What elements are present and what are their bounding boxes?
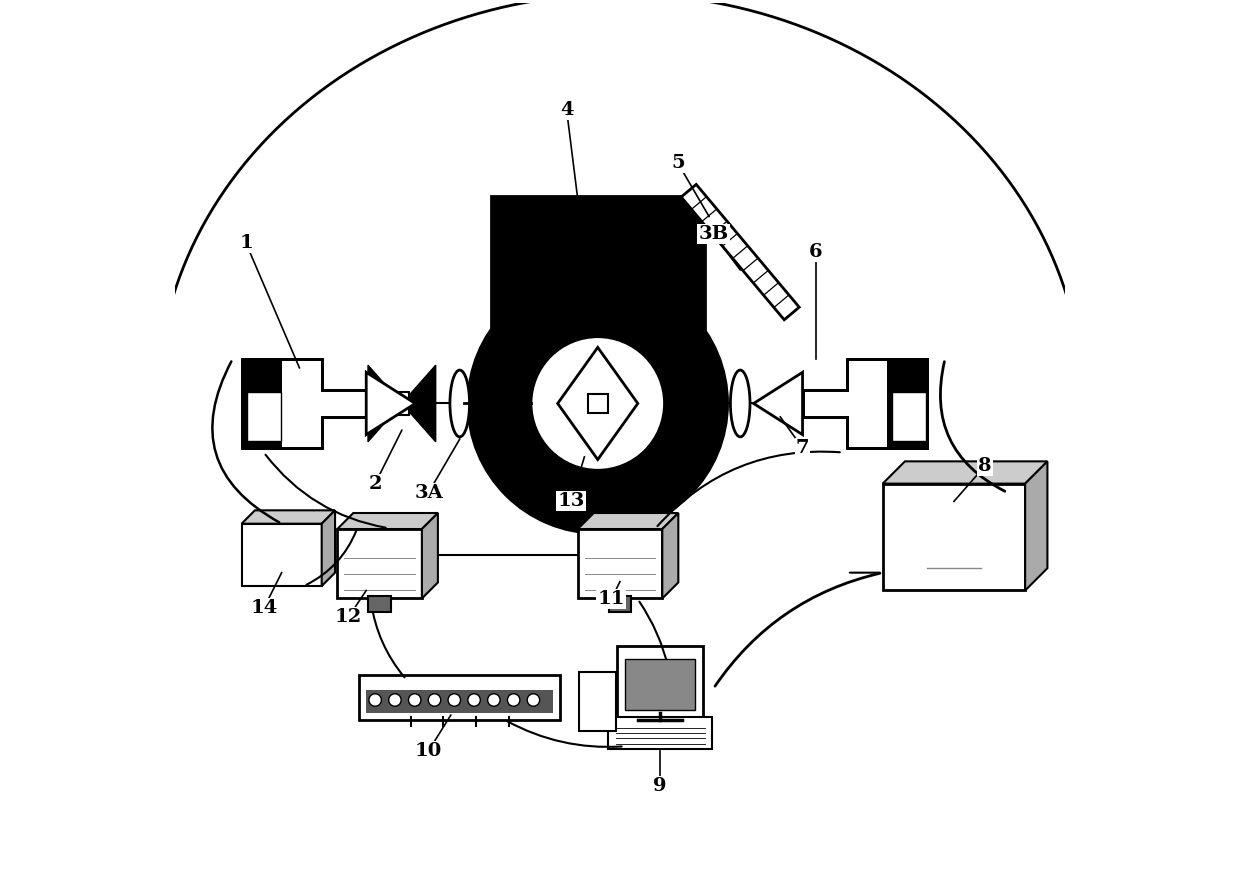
Polygon shape xyxy=(802,359,928,448)
Polygon shape xyxy=(368,366,402,442)
Polygon shape xyxy=(321,511,335,586)
Polygon shape xyxy=(242,359,281,448)
Circle shape xyxy=(408,694,420,706)
FancyBboxPatch shape xyxy=(609,596,631,612)
Polygon shape xyxy=(337,513,438,529)
Ellipse shape xyxy=(730,370,750,437)
Polygon shape xyxy=(883,461,1048,484)
Text: 8: 8 xyxy=(978,457,992,475)
Text: 11: 11 xyxy=(598,590,625,608)
Circle shape xyxy=(469,274,727,532)
FancyBboxPatch shape xyxy=(579,672,615,731)
Text: 5: 5 xyxy=(671,154,684,172)
Text: 12: 12 xyxy=(335,608,362,626)
FancyBboxPatch shape xyxy=(578,529,662,599)
FancyBboxPatch shape xyxy=(394,392,409,415)
Polygon shape xyxy=(887,359,928,448)
Circle shape xyxy=(448,694,460,706)
Ellipse shape xyxy=(450,370,470,437)
Polygon shape xyxy=(242,359,366,448)
Circle shape xyxy=(527,694,539,706)
Text: 2: 2 xyxy=(368,475,382,493)
Polygon shape xyxy=(242,511,335,523)
Text: 7: 7 xyxy=(796,439,810,457)
Polygon shape xyxy=(662,513,678,599)
Text: 14: 14 xyxy=(250,599,278,617)
Polygon shape xyxy=(366,373,415,435)
Polygon shape xyxy=(578,513,678,529)
Text: 6: 6 xyxy=(808,243,822,261)
Text: 10: 10 xyxy=(415,742,443,760)
Circle shape xyxy=(388,694,402,706)
Text: 3B: 3B xyxy=(698,225,729,244)
Polygon shape xyxy=(402,366,435,442)
FancyBboxPatch shape xyxy=(618,646,703,718)
Text: 4: 4 xyxy=(559,100,573,118)
FancyBboxPatch shape xyxy=(625,659,694,710)
FancyBboxPatch shape xyxy=(247,392,280,441)
FancyBboxPatch shape xyxy=(242,523,321,586)
Circle shape xyxy=(368,694,382,706)
FancyBboxPatch shape xyxy=(360,675,560,719)
FancyBboxPatch shape xyxy=(883,484,1025,590)
Text: 9: 9 xyxy=(653,778,667,796)
Polygon shape xyxy=(558,348,637,460)
FancyBboxPatch shape xyxy=(337,529,422,599)
Circle shape xyxy=(487,694,500,706)
FancyBboxPatch shape xyxy=(893,392,926,441)
Polygon shape xyxy=(681,185,800,320)
Text: 13: 13 xyxy=(557,493,585,511)
FancyBboxPatch shape xyxy=(609,717,712,749)
Circle shape xyxy=(428,694,440,706)
FancyBboxPatch shape xyxy=(366,690,553,713)
Text: 3A: 3A xyxy=(414,484,443,502)
Polygon shape xyxy=(1025,461,1048,590)
FancyBboxPatch shape xyxy=(588,393,608,413)
Polygon shape xyxy=(754,373,802,435)
FancyBboxPatch shape xyxy=(491,195,704,365)
Circle shape xyxy=(507,694,520,706)
Circle shape xyxy=(467,694,480,706)
Text: 1: 1 xyxy=(239,234,253,252)
FancyBboxPatch shape xyxy=(368,596,391,612)
Circle shape xyxy=(531,337,665,470)
Polygon shape xyxy=(422,513,438,599)
